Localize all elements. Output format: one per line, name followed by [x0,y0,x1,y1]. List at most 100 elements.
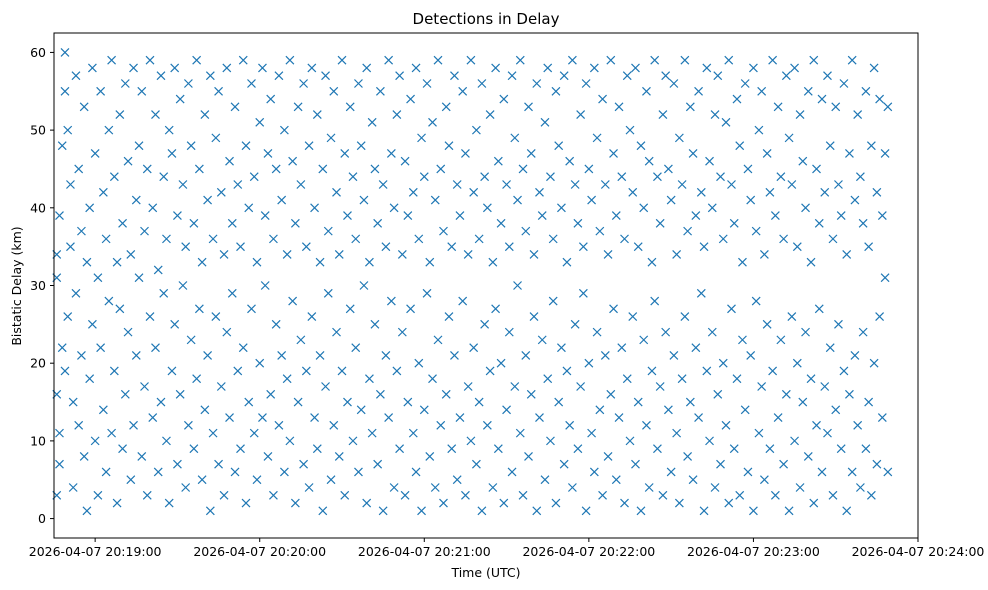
data-point-marker [875,94,885,104]
data-point-marker [746,195,756,205]
data-point-marker [672,249,682,259]
data-point-marker [581,79,591,88]
data-point-marker [617,343,627,353]
data-point-marker [68,483,78,492]
data-point-marker [301,242,311,252]
data-point-marker [340,490,350,500]
data-point-marker [471,459,481,469]
data-point-marker [850,195,860,205]
data-point-marker [408,187,418,197]
data-point-marker [222,327,232,337]
data-point-marker [60,366,70,376]
data-point-marker [471,125,481,135]
data-point-marker [378,506,388,516]
data-point-marker [458,86,468,96]
data-point-marker [98,187,108,197]
data-point-marker [373,459,383,469]
data-point-marker [419,405,429,415]
data-point-marker [419,172,429,182]
data-point-marker [260,211,270,221]
data-point-marker [781,71,791,81]
data-point-marker [491,304,501,314]
data-point-marker [845,148,854,158]
data-point-marker [362,498,372,508]
data-point-marker [551,86,561,96]
data-point-marker [482,420,492,430]
data-point-marker [595,226,605,236]
data-point-marker [759,249,769,259]
data-point-marker [820,382,830,391]
data-point-marker [768,55,778,65]
data-point-marker [814,218,824,228]
data-point-marker [515,55,525,65]
data-point-marker [628,187,638,197]
data-point-marker [639,203,649,213]
data-point-marker [107,428,117,438]
data-point-marker [795,483,805,492]
data-point-marker [444,312,454,322]
data-point-marker [208,234,218,244]
data-point-marker [521,226,531,236]
data-point-marker [477,79,487,88]
data-point-marker [592,133,602,143]
data-point-marker [595,405,605,415]
data-point-marker [406,304,415,314]
y-tick-label: 30 [30,278,46,293]
data-point-marker [334,249,344,259]
data-point-marker [238,55,248,65]
data-point-marker [153,467,163,477]
data-point-marker [71,288,81,298]
data-point-marker [271,319,281,329]
data-point-marker [847,55,857,65]
data-point-marker [864,242,874,252]
data-point-marker [836,211,846,221]
data-point-marker [702,63,712,73]
data-point-marker [406,94,415,104]
data-point-marker [101,467,111,477]
data-point-marker [310,413,319,423]
data-point-marker [685,397,695,407]
data-point-marker [348,436,358,446]
data-point-marker [66,242,75,252]
data-point-marker [480,319,490,329]
data-point-marker [853,110,863,120]
data-point-marker [609,304,618,314]
data-point-marker [186,335,196,345]
data-point-marker [661,71,671,81]
data-point-marker [759,475,769,485]
data-point-marker [439,226,448,236]
data-point-marker [126,249,136,259]
data-point-marker [310,203,319,213]
data-point-marker [680,55,690,65]
data-point-marker [658,490,668,500]
data-point-marker [702,366,712,376]
data-point-marker [126,475,136,485]
data-point-marker [518,490,528,500]
data-point-marker [386,148,396,158]
data-point-marker [285,55,295,65]
data-point-marker [869,358,879,368]
data-point-marker [866,141,876,151]
data-point-marker [746,350,756,360]
data-point-marker [803,451,813,461]
data-point-marker [578,288,588,298]
data-point-marker [354,79,363,88]
data-point-marker [269,490,278,500]
data-point-marker [831,405,841,415]
data-point-marker [181,483,191,492]
data-point-marker [162,234,171,244]
data-point-marker [716,459,725,469]
data-point-marker [186,141,196,151]
data-point-marker [244,397,254,407]
data-point-marker [162,436,171,446]
data-point-marker [688,475,698,485]
data-point-marker [812,164,821,174]
data-point-marker [343,397,352,407]
data-point-marker [507,71,517,81]
data-point-marker [504,327,514,337]
data-point-marker [814,304,824,314]
data-point-marker [685,102,695,112]
data-point-marker [762,148,772,158]
data-point-marker [515,428,525,438]
data-point-marker [79,102,89,112]
